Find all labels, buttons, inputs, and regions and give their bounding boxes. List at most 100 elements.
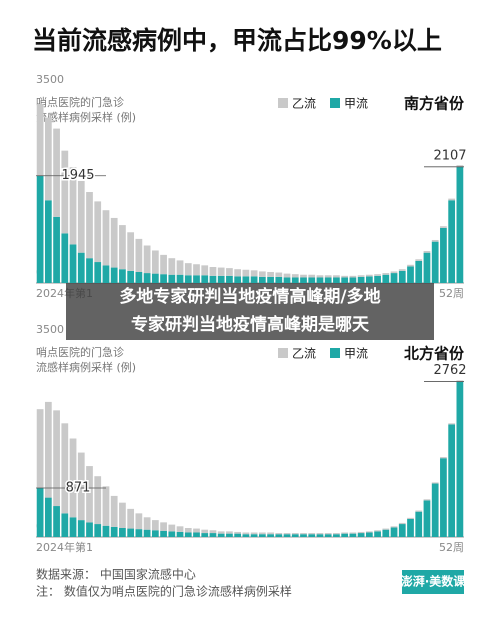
bar <box>119 225 126 270</box>
bar <box>390 271 398 274</box>
bar <box>431 483 439 537</box>
bar <box>44 497 52 537</box>
bar <box>382 273 390 275</box>
bar <box>275 276 283 283</box>
bar <box>69 517 77 537</box>
bar <box>36 104 44 176</box>
bar <box>390 527 398 537</box>
bar <box>357 275 365 277</box>
bar <box>448 198 456 201</box>
bar <box>250 276 258 283</box>
bar <box>316 534 324 537</box>
data-label: 1945 <box>61 168 94 183</box>
bar <box>193 264 200 276</box>
bar <box>201 533 209 537</box>
bar <box>176 260 184 275</box>
bar <box>69 167 77 245</box>
x-tick-label: 52周 <box>439 541 464 554</box>
panel-title: 南方省份 <box>404 95 465 113</box>
bar <box>308 274 316 278</box>
bar <box>160 274 167 283</box>
data-label: 2762 <box>433 363 466 378</box>
bar <box>135 529 143 537</box>
bar <box>308 533 316 535</box>
bar <box>407 517 414 519</box>
data-label: 2107 <box>433 148 466 163</box>
bar <box>201 529 209 534</box>
bar <box>226 268 233 276</box>
overlay-caption: 专家研判当地疫情高峰期是哪天 <box>131 314 370 335</box>
bar <box>407 266 414 283</box>
bar <box>349 275 357 278</box>
y-tick-label: 3500 <box>36 73 64 86</box>
bar <box>357 276 365 283</box>
bar <box>324 533 332 535</box>
bar <box>267 271 274 277</box>
bar <box>242 534 250 537</box>
overlay-caption: 多地专家研判当地疫情高峰期/多地 <box>119 286 380 307</box>
bar <box>209 275 217 283</box>
bar <box>341 532 349 534</box>
bar <box>86 192 93 259</box>
bar <box>242 276 250 283</box>
bar <box>365 531 373 533</box>
bar <box>267 534 274 537</box>
bar <box>36 175 44 283</box>
bar <box>110 526 118 537</box>
x-tick-label: 52周 <box>439 287 464 300</box>
bar <box>283 534 291 537</box>
bar <box>267 532 274 535</box>
bar <box>193 532 200 537</box>
bar <box>110 217 118 268</box>
bar <box>333 533 340 535</box>
bar <box>440 457 447 459</box>
x-tick-label: 2024年第1 <box>36 540 93 554</box>
charts: 03500哨点医院的门急诊流感样病例采样 (例)南方省份乙流甲流2024年第15… <box>36 73 468 554</box>
legend-swatch <box>278 348 288 358</box>
bar <box>53 506 60 537</box>
logo: 澎湃·美数课 <box>401 574 467 589</box>
bar <box>143 273 151 283</box>
bar <box>135 238 143 272</box>
y-axis-label: 流感样病例采样 (例) <box>36 110 136 124</box>
bar <box>160 254 167 275</box>
legend-swatch <box>330 348 340 358</box>
bar <box>415 259 423 261</box>
bar <box>53 128 60 217</box>
bar <box>316 275 324 278</box>
bar <box>324 275 332 278</box>
bar <box>184 275 192 283</box>
source: 数据来源： 中国国家流感中心 <box>36 567 196 582</box>
bar <box>423 499 431 501</box>
bar <box>234 276 242 283</box>
legend-label: 甲流 <box>344 347 368 361</box>
bar <box>291 277 299 283</box>
bar <box>374 530 381 532</box>
bar <box>308 277 316 283</box>
bar <box>275 272 283 277</box>
bar <box>119 269 126 283</box>
overlay-banner <box>66 283 434 340</box>
bar <box>44 200 52 283</box>
bar <box>448 423 456 425</box>
bar <box>242 532 250 535</box>
y-axis-label: 哨点医院的门急诊 <box>36 95 124 109</box>
bar <box>357 533 365 537</box>
bar <box>226 275 233 283</box>
bar <box>77 252 85 283</box>
bar <box>365 532 373 537</box>
bar <box>349 277 357 283</box>
bar <box>324 277 332 283</box>
bar <box>184 263 192 276</box>
bar <box>226 533 233 537</box>
bar <box>234 269 242 277</box>
bar <box>267 276 274 283</box>
bar <box>341 277 349 283</box>
bar <box>333 534 340 537</box>
bar <box>217 531 225 534</box>
bar <box>357 531 365 534</box>
bar <box>382 274 390 283</box>
bar <box>94 476 102 525</box>
bar <box>86 522 93 537</box>
page-title: 当前流感病例中，甲流占比99%以上 <box>32 26 442 55</box>
